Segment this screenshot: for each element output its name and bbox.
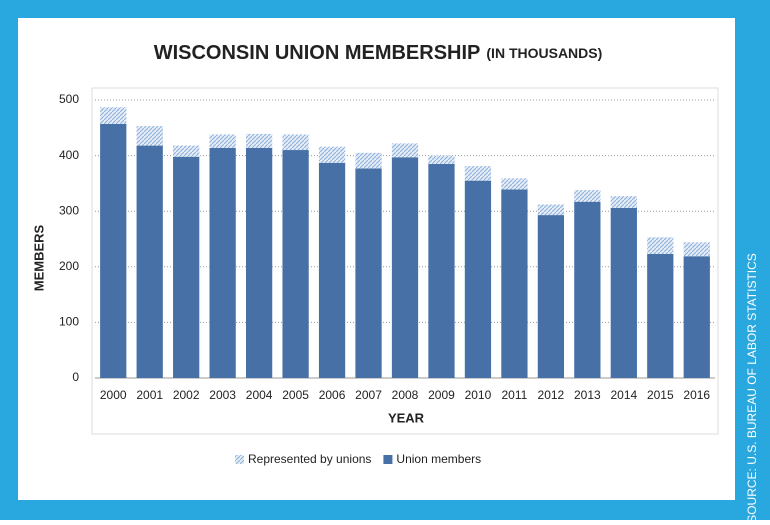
x-tick-label: 2000 [100,388,127,402]
x-tick-label: 2010 [465,388,492,402]
bar-segment [173,145,200,157]
x-tick-label: 2015 [647,388,674,402]
bar-segment [647,237,674,255]
bar-segment [464,166,492,181]
bar-segment [610,207,637,378]
bar-segment [173,156,200,378]
x-tick-label: 2014 [610,388,637,402]
x-axis-label: YEAR [388,410,425,425]
legend-swatch [235,455,244,464]
bar-segment [647,254,674,378]
bar-segment [245,147,273,378]
x-tick-label: 2002 [173,388,200,402]
chart-title: WISCONSIN UNION MEMBERSHIP (IN THOUSANDS) [154,42,603,64]
x-tick-label: 2003 [209,388,236,402]
bar-segment [318,146,346,163]
legend-swatch [383,455,393,464]
bar-segment [136,145,163,378]
y-tick-label: 500 [59,92,79,106]
bar-segment [683,242,710,257]
bar-segment [100,107,127,124]
bar-segment [318,162,346,378]
source: SOURCE: U.S. BUREAU OF LABOR STATISTICS [745,253,759,520]
y-tick-label: 300 [59,203,79,217]
x-tick-label: 2013 [574,388,601,402]
x-tick-label: 2009 [428,388,455,402]
legend-label: Union members [396,452,481,466]
bar-segment [282,134,309,151]
x-tick-label: 2012 [538,388,565,402]
x-tick-label: 2005 [282,388,309,402]
bar-segment [136,126,163,146]
x-tick-label: 2011 [502,388,528,402]
x-tick-label: 2007 [355,388,382,402]
bar-segment [282,150,309,378]
x-tick-label: 2006 [319,388,346,402]
legend-label: Represented by unions [248,452,371,466]
x-tick-label: 2008 [392,388,419,402]
y-tick-label: 100 [59,315,79,329]
x-tick-label: 2016 [683,388,710,402]
bar-segment [501,189,528,378]
bar-segment [355,152,382,169]
bar-segment [209,134,236,148]
bar-segment [537,204,565,216]
bar-segment [100,123,127,379]
x-tick-label: 2004 [246,388,273,402]
bar-segment [501,178,528,190]
bar-segment [574,201,601,378]
y-tick-label: 200 [59,259,79,273]
bar-segment [683,256,710,378]
bar-segment [355,168,382,378]
y-tick-label: 0 [72,370,79,384]
bar-segment [610,196,637,208]
bar-segment [428,155,455,164]
bar-segment [391,143,419,158]
bar-segment [574,190,601,202]
x-tick-label: 2001 [136,388,163,402]
bar-segment [464,180,492,378]
y-tick-label: 400 [59,148,79,162]
bar-segment [245,133,273,148]
y-axis-label: MEMBERS [31,224,46,291]
plot-frame [91,87,719,435]
bar-segment [391,157,419,378]
bar-segment [209,147,236,378]
bar-segment [428,163,455,378]
bar-segment [537,215,565,378]
